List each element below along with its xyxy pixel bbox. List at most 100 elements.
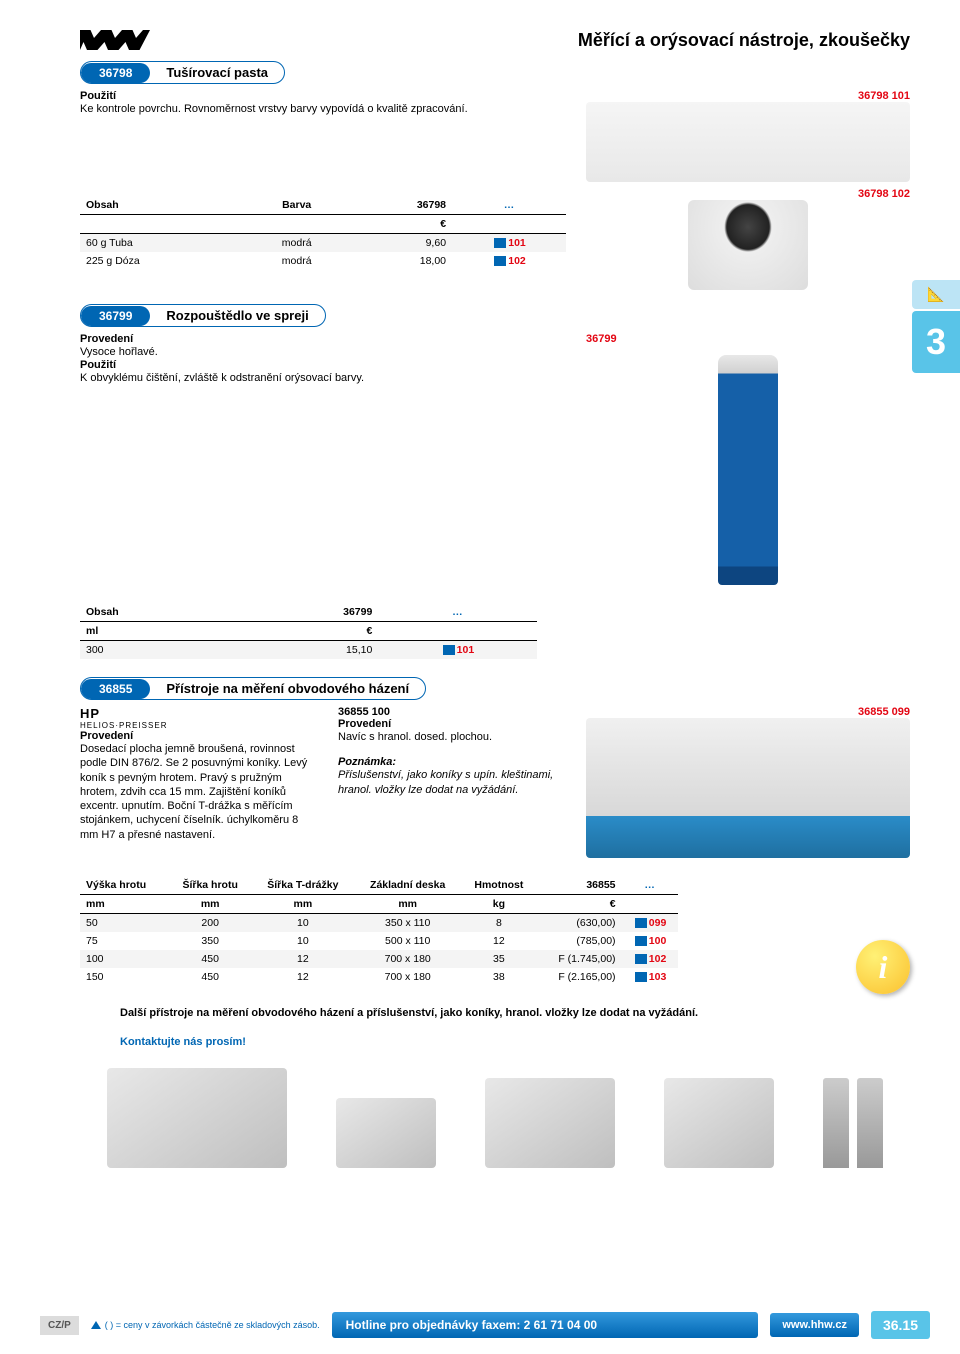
contact-line: Kontaktujte nás prosím! <box>120 1036 910 1048</box>
variant-code: 36855 100 <box>338 706 566 718</box>
usage-label: Použití <box>80 359 566 371</box>
cell: 350 x 110 <box>354 914 461 933</box>
section-title: Rozpouštědlo ve spreji <box>150 305 324 326</box>
cell: 100 <box>622 932 678 950</box>
footer-stock-note: ( ) = ceny v závorkách částečně ze sklad… <box>91 1320 320 1331</box>
cell: 10 <box>252 932 354 950</box>
tool-image <box>664 1078 774 1168</box>
th-unit: mm <box>80 895 169 914</box>
cell: F (1.745,00) <box>536 950 621 968</box>
cell: 100 <box>80 950 169 968</box>
th: 36799 <box>235 603 378 622</box>
note-label: Poznámka: <box>338 756 566 768</box>
cell: modrá <box>244 234 349 253</box>
stock-icon <box>635 918 647 928</box>
logo <box>80 30 150 53</box>
cell: 150 <box>80 968 169 986</box>
triangle-icon <box>91 1321 101 1329</box>
product-image-spray <box>718 355 778 585</box>
prov-label: Provedení <box>80 730 308 742</box>
stock-icon <box>635 972 647 982</box>
cell: 102 <box>622 950 678 968</box>
product-image-instrument <box>586 718 910 858</box>
cell: 35 <box>461 950 536 968</box>
cell: (630,00) <box>536 914 621 933</box>
cell: 101 <box>378 641 536 660</box>
usage-text: Ke kontrole povrchu. Rovnoměrnost vrstvy… <box>80 102 566 116</box>
stock-icon <box>494 256 506 266</box>
cell: (785,00) <box>536 932 621 950</box>
th-unit: mm <box>252 895 354 914</box>
ref-code: 36798 102 <box>586 188 910 200</box>
prov-text: Dosedací plocha jemně broušená, rovinnos… <box>80 742 308 842</box>
cell: 300 <box>80 641 235 660</box>
page-title: Měřící a orýsovací nástroje, zkoušečky <box>578 30 910 51</box>
cell: 450 <box>169 968 252 986</box>
cell: 099 <box>622 914 678 933</box>
cell: 500 x 110 <box>354 932 461 950</box>
stock-icon <box>635 936 647 946</box>
footer-web[interactable]: www.hhw.cz <box>770 1313 859 1337</box>
prov-text: Vysoce hořlavé. <box>80 345 566 359</box>
cell: 9,60 <box>349 234 452 253</box>
usage-text: K obvyklému čištění, zvláště k odstraněn… <box>80 371 566 385</box>
cell: 8 <box>461 914 536 933</box>
brand-logo: HP <box>80 706 308 721</box>
th: 36798 <box>349 196 452 215</box>
info-note: Další přístroje na měření obvodového ház… <box>120 1006 910 1021</box>
cell: 12 <box>461 932 536 950</box>
section-code: 36798 <box>81 63 150 83</box>
table-36855: Výška hrotu Šířka hrotu Šířka T-drážky Z… <box>80 876 678 986</box>
cell: 101 <box>452 234 566 253</box>
brand-sub: HELIOS·PREISSER <box>80 721 308 730</box>
section-pill-36798: 36798 Tušírovací pasta <box>80 61 285 84</box>
th: … <box>378 603 536 622</box>
section-title: Přístroje na měření obvodového házení <box>150 678 425 699</box>
th: Základní deska <box>354 876 461 895</box>
th: Barva <box>244 196 349 215</box>
table-36798: Obsah Barva 36798 … € 60 g Tuba modrá 9,… <box>80 196 566 270</box>
cell: 103 <box>622 968 678 986</box>
cell: 700 x 180 <box>354 968 461 986</box>
ref-code: 36799 <box>586 333 910 345</box>
section-title: Tušírovací pasta <box>150 62 284 83</box>
tool-image <box>823 1078 883 1168</box>
th-unit: kg <box>461 895 536 914</box>
usage-label: Použití <box>80 90 566 102</box>
prov-label: Provedení <box>80 333 566 345</box>
stock-icon <box>494 238 506 248</box>
prov-label: Provedení <box>338 718 566 730</box>
product-image-tube <box>586 102 910 182</box>
th: Obsah <box>80 603 235 622</box>
th-unit: mm <box>354 895 461 914</box>
th-currency: € <box>235 622 378 641</box>
side-badge: 📐 3 <box>912 280 960 373</box>
table-36799: Obsah 36799 … ml € 300 15,10 101 <box>80 603 537 659</box>
footer-hotline: Hotline pro objednávky faxem: 2 61 71 04… <box>332 1312 759 1338</box>
accessory-images <box>80 1068 910 1168</box>
cell: 225 g Dóza <box>80 252 244 270</box>
th: Šířka hrotu <box>169 876 252 895</box>
section-pill-36799: 36799 Rozpouštědlo ve spreji <box>80 304 326 327</box>
cell: 200 <box>169 914 252 933</box>
cell: 50 <box>80 914 169 933</box>
section-code: 36855 <box>81 679 150 699</box>
tool-image <box>107 1068 287 1168</box>
cell: 12 <box>252 950 354 968</box>
side-badge-icon: 📐 <box>912 280 960 309</box>
th: Hmotnost <box>461 876 536 895</box>
cell: 350 <box>169 932 252 950</box>
cell: modrá <box>244 252 349 270</box>
cell: 450 <box>169 950 252 968</box>
ref-code: 36855 099 <box>586 706 910 718</box>
cell: 18,00 <box>349 252 452 270</box>
cell: 60 g Tuba <box>80 234 244 253</box>
side-badge-num: 3 <box>912 311 960 373</box>
section-code: 36799 <box>81 306 150 326</box>
cell: 700 x 180 <box>354 950 461 968</box>
stock-icon <box>443 645 455 655</box>
cell: 15,10 <box>235 641 378 660</box>
cell: F (2.165,00) <box>536 968 621 986</box>
cell: 102 <box>452 252 566 270</box>
th: 36855 <box>536 876 621 895</box>
